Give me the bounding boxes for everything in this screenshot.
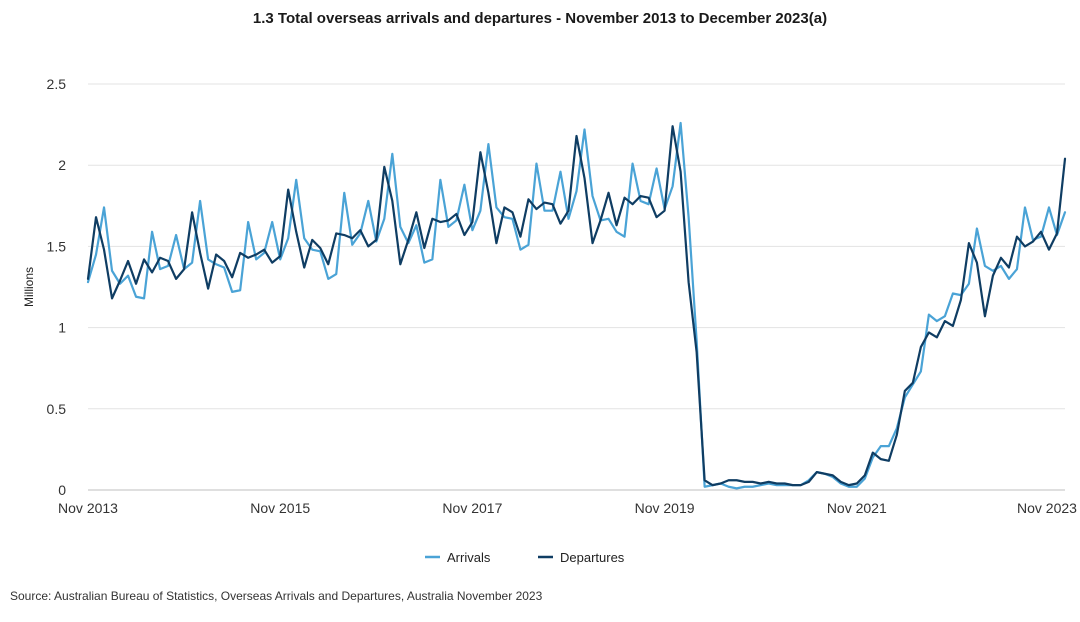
x-tick-label: Nov 2015 <box>250 500 310 516</box>
y-tick-label: 0 <box>58 482 66 498</box>
chart-title: 1.3 Total overseas arrivals and departur… <box>252 10 828 27</box>
series-line-arrivals <box>86 121 1067 490</box>
source-note: Source: Australian Bureau of Statistics,… <box>10 589 543 603</box>
y-tick-label: 1 <box>58 320 66 336</box>
x-axis-ticks: Nov 2013 Nov 2015 Nov 2017 Nov 2019 Nov 2021… <box>58 500 1077 516</box>
y-axis-ticks: 0 0.5 1 1.5 2 2.5 <box>47 76 67 498</box>
x-tick-label: Nov 2021 <box>827 500 887 516</box>
legend-label-arrivals: Arrivals <box>447 550 491 565</box>
series-line-departures <box>86 125 1067 487</box>
legend: Arrivals Departures <box>425 550 625 565</box>
y-axis-title: Millions <box>22 267 36 307</box>
y-tick-label: 1.5 <box>47 238 67 254</box>
y-tick-label: 0.5 <box>47 401 67 417</box>
x-tick-label: Nov 2023 <box>1017 500 1077 516</box>
series-lines <box>86 121 1067 490</box>
y-tick-label: 2 <box>58 157 66 173</box>
x-tick-label: Nov 2013 <box>58 500 118 516</box>
x-tick-label: Nov 2019 <box>635 500 695 516</box>
y-tick-label: 2.5 <box>47 76 67 92</box>
x-tick-label: Nov 2017 <box>442 500 502 516</box>
legend-label-departures: Departures <box>560 550 625 565</box>
